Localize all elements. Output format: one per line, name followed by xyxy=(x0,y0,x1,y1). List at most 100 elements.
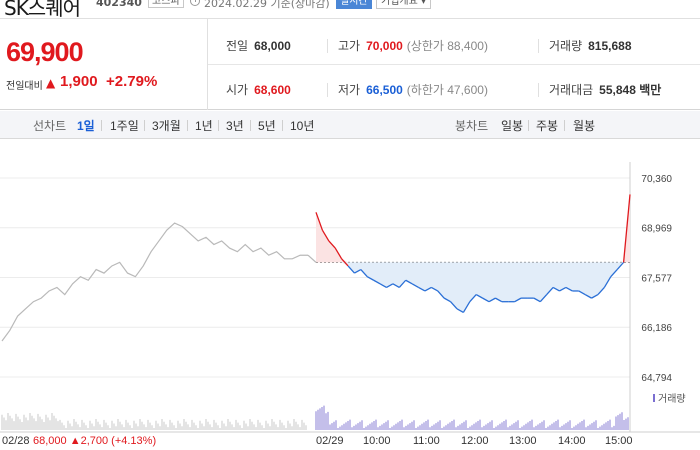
divider xyxy=(538,39,539,53)
up-triangle-icon: ▲ xyxy=(46,76,56,90)
stat-open: 시가 68,600 xyxy=(226,81,291,98)
series-segment-today xyxy=(411,283,419,288)
tab-line-chart[interactable]: 선차트 xyxy=(33,119,67,133)
series-segment-today xyxy=(591,293,599,299)
divider xyxy=(327,39,328,53)
tab-candle-chart[interactable]: 봉차트 xyxy=(455,119,489,133)
series-segment-today xyxy=(610,269,618,278)
series-segment-today xyxy=(437,290,445,299)
area-above-reference xyxy=(316,194,630,263)
clock-icon xyxy=(190,0,200,6)
y-tick-label: 70,360 xyxy=(641,174,672,185)
stat-label: 전일 xyxy=(226,39,249,53)
series-segment-today xyxy=(495,297,503,303)
stat-label: 거래대금 xyxy=(549,83,594,97)
series-segment-today xyxy=(321,229,330,242)
y-tick-label: 66,186 xyxy=(641,323,672,334)
x-tick-label: 14:00 xyxy=(558,435,586,447)
series-segment-today xyxy=(341,258,349,267)
series-segment-today xyxy=(373,279,381,285)
divider xyxy=(187,120,188,131)
title-row: SK스퀘어 402340 코스피 2024.02.29 기준(장마감) 실시간 … xyxy=(0,0,700,20)
realtime-button[interactable]: 실시간 xyxy=(336,0,372,9)
tab-candle-weekly[interactable]: 주봉 xyxy=(536,119,559,133)
tab-period-1d[interactable]: 1일 xyxy=(77,119,95,133)
divider xyxy=(327,83,328,97)
stat-value: 70,000 xyxy=(366,39,403,53)
divider xyxy=(101,120,102,131)
series-segment-today xyxy=(488,297,496,303)
stat-low: 저가 66,500 (하한가 47,600) xyxy=(338,81,488,98)
series-segment-today xyxy=(334,247,343,260)
tab-period-1y[interactable]: 1년 xyxy=(195,119,213,133)
stat-value: 55,848 백만 xyxy=(599,83,662,97)
series-segment-today xyxy=(559,286,567,292)
series-segment-today xyxy=(405,279,413,285)
series-segment-today xyxy=(360,269,368,278)
prev-day-summary: 68,000 ▲2,700 (+4.13%) xyxy=(33,435,156,447)
series-segment-today xyxy=(354,268,362,274)
change-percent: +2.79% xyxy=(106,73,158,90)
x-tick-label: 13:00 xyxy=(509,435,537,447)
stat-label: 시가 xyxy=(226,83,249,97)
tab-period-3m[interactable]: 3개월 xyxy=(152,119,181,133)
volume-legend-label: 거래량 xyxy=(658,393,686,405)
stat-high: 고가 70,000 (상한가 88,400) xyxy=(338,37,488,54)
stat-label: 고가 xyxy=(338,39,361,53)
series-segment-today xyxy=(578,290,586,296)
company-overview-button[interactable]: 기업개요 ▾ xyxy=(376,0,431,9)
divider xyxy=(144,120,145,131)
series-segment-today xyxy=(386,283,394,288)
tab-period-1w[interactable]: 1주일 xyxy=(110,119,139,133)
stat-value: 815,688 xyxy=(588,39,632,53)
series-segment-today xyxy=(546,286,554,295)
quote-datetime: 2024.02.29 기준(장마감) xyxy=(204,0,330,10)
tab-period-5y[interactable]: 5년 xyxy=(258,119,276,133)
series-segment-today xyxy=(469,294,477,303)
series-segment-today xyxy=(424,286,432,292)
change-amount: 1,900 xyxy=(60,73,98,90)
x-tick-label: 15:00 xyxy=(605,435,633,447)
stat-label: 저가 xyxy=(338,83,361,97)
price-chart: 70,360 68,969 67,577 66,186 64,794 02/29 10:0… xyxy=(0,140,700,450)
x-tick-label: 02/29 xyxy=(316,435,344,447)
divider xyxy=(208,64,700,65)
price-chart-svg[interactable]: 70,360 68,969 67,577 66,186 64,794 02/29 10:0… xyxy=(0,140,700,450)
series-segment-today xyxy=(622,194,631,263)
stat-value: 66,500 xyxy=(366,83,403,97)
series-segment-today xyxy=(597,286,605,295)
y-tick-label: 67,577 xyxy=(641,274,672,285)
x-tick-label: 11:00 xyxy=(413,435,440,447)
stock-code: 402340 xyxy=(96,0,142,9)
series-segment-today xyxy=(398,279,407,288)
series-segment-today xyxy=(482,297,490,303)
series-segment-today xyxy=(462,301,471,313)
stat-value: 68,000 xyxy=(254,39,291,53)
series-segment-today xyxy=(347,265,355,274)
series-line-prev-day xyxy=(1,222,308,342)
series-segment-today xyxy=(584,293,592,299)
series-segment-today xyxy=(328,240,336,249)
series-segment-today xyxy=(475,293,483,299)
series-segment-today xyxy=(616,261,625,270)
current-price: 69,900 xyxy=(6,37,84,67)
series-segment-today xyxy=(392,283,400,288)
y-tick-label: 68,969 xyxy=(641,224,672,235)
current-price-box: 69,900 전일대비 ▲ 1,900 +2.79% xyxy=(0,19,208,110)
series-connector xyxy=(307,254,317,263)
market-badge: 코스피 xyxy=(148,0,184,8)
tab-period-10y[interactable]: 10년 xyxy=(290,119,315,133)
x-tick-label: 10:00 xyxy=(363,435,391,447)
stat-volume: 거래량 815,688 xyxy=(549,37,632,54)
series-segment-today xyxy=(603,276,612,288)
tab-candle-daily[interactable]: 일봉 xyxy=(501,119,524,133)
series-segment-today xyxy=(450,301,458,310)
tab-period-3y[interactable]: 3년 xyxy=(226,119,244,133)
tab-candle-monthly[interactable]: 월봉 xyxy=(573,119,596,133)
divider xyxy=(564,120,565,131)
series-segment-today xyxy=(315,212,324,231)
series-segment-today xyxy=(366,276,374,281)
stat-label: 거래량 xyxy=(549,39,583,53)
series-segment-today xyxy=(565,286,573,292)
series-segment-today xyxy=(552,286,560,292)
